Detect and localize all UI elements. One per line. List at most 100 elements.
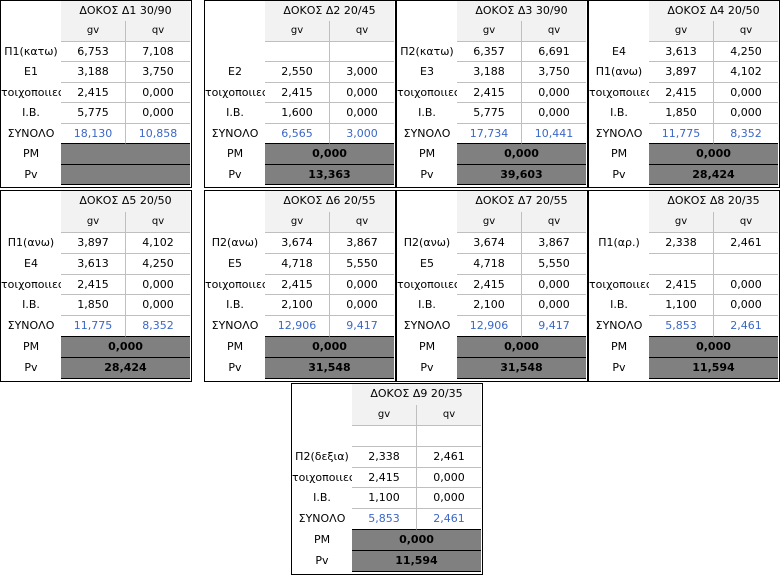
qv-value[interactable]: 0,000 [126,103,190,124]
qv-value[interactable] [330,42,394,63]
pv-value[interactable]: 28,424 [61,358,190,379]
qv-column-header[interactable]: qv [714,211,778,233]
qv-value[interactable]: 3,750 [126,62,190,83]
sum-qv-value[interactable]: 2,461 [417,509,481,531]
load-label[interactable]: Ι.Β. [205,103,265,124]
load-label[interactable]: E4 [589,41,649,63]
qv-value[interactable]: 0,000 [330,275,394,296]
pv-value[interactable]: 13,363 [265,164,394,185]
gv-value[interactable]: 4,718 [457,253,522,275]
pm-label[interactable]: PM [1,144,61,165]
qv-column-header[interactable]: qv [330,21,394,42]
load-label[interactable] [205,41,265,63]
pm-value[interactable]: 0,000 [61,337,190,359]
pm-value[interactable]: 0,000 [265,337,394,359]
label-cell[interactable] [397,211,457,233]
pv-value[interactable] [61,164,190,185]
qv-value[interactable] [714,254,778,275]
beam-title[interactable]: ΔΟΚΟΣ Δ5 20/50 [61,191,190,212]
label-cell[interactable] [589,211,649,233]
pv-value[interactable]: 31,548 [265,358,394,379]
gv-value[interactable] [265,41,330,63]
sum-qv-value[interactable]: 8,352 [714,124,778,145]
sum-gv-value[interactable]: 5,853 [649,316,714,338]
gv-value[interactable]: 2,100 [457,295,522,317]
beam-title[interactable]: ΔΟΚΟΣ Δ8 20/35 [649,191,778,212]
label-cell[interactable] [1,211,61,233]
label-cell[interactable] [1,21,61,42]
sum-gv-value[interactable]: 5,853 [352,509,417,531]
beam-title[interactable]: ΔΟΚΟΣ Δ7 20/55 [457,191,586,212]
gv-value[interactable]: 1,100 [649,295,714,317]
sum-label[interactable]: ΣΥΝΟΛΟ [1,316,61,338]
qv-value[interactable]: 5,550 [522,254,586,275]
qv-value[interactable]: 4,102 [714,62,778,83]
gv-value[interactable] [352,425,417,447]
label-cell[interactable] [397,21,457,42]
beam-title[interactable]: ΔΟΚΟΣ Δ9 20/35 [352,384,481,405]
sum-qv-value[interactable]: 3,000 [330,124,394,145]
load-label[interactable]: Π2(δεξια) [292,446,352,468]
qv-value[interactable]: 3,750 [522,62,586,83]
pv-value[interactable]: 39,603 [457,164,586,185]
gv-value[interactable]: 3,188 [457,62,522,83]
gv-value[interactable]: 5,775 [61,103,126,124]
label-cell[interactable] [205,21,265,42]
sum-qv-value[interactable]: 10,441 [522,124,586,145]
gv-value[interactable]: 1,850 [649,103,714,124]
qv-value[interactable]: 6,691 [522,42,586,63]
qv-value[interactable]: 7,108 [126,42,190,63]
load-label[interactable]: E1 [1,62,61,83]
pv-value[interactable]: 31,548 [457,358,586,379]
qv-value[interactable]: 0,000 [417,488,481,510]
load-label[interactable]: τοιχοποιιες [205,82,265,104]
gv-value[interactable]: 2,415 [61,274,126,296]
gv-value[interactable]: 2,415 [265,274,330,296]
pm-value[interactable] [61,144,190,165]
sum-qv-value[interactable]: 9,417 [522,316,586,338]
gv-value[interactable]: 2,415 [265,82,330,104]
sum-label[interactable]: ΣΥΝΟΛΟ [589,316,649,338]
label-cell[interactable] [589,191,649,212]
sum-qv-value[interactable]: 9,417 [330,316,394,338]
pv-label[interactable]: Pv [292,551,352,572]
load-label[interactable]: τοιχοποιιες [292,467,352,489]
qv-value[interactable]: 0,000 [522,275,586,296]
qv-value[interactable]: 5,550 [330,254,394,275]
qv-value[interactable]: 4,250 [126,254,190,275]
load-label[interactable]: Π1(κατω) [1,41,61,63]
gv-value[interactable]: 3,897 [649,62,714,83]
qv-value[interactable]: 4,250 [714,42,778,63]
gv-value[interactable]: 6,357 [457,41,522,63]
pv-value[interactable]: 11,594 [352,551,481,572]
gv-value[interactable]: 2,415 [649,82,714,104]
label-cell[interactable] [205,211,265,233]
pm-value[interactable]: 0,000 [457,144,586,165]
gv-value[interactable]: 2,338 [352,446,417,468]
pm-label[interactable]: PM [589,337,649,359]
gv-value[interactable]: 3,613 [649,41,714,63]
qv-value[interactable]: 0,000 [522,83,586,104]
gv-value[interactable]: 3,188 [61,62,126,83]
load-label[interactable]: τοιχοποιιες [1,274,61,296]
gv-value[interactable] [649,253,714,275]
qv-column-header[interactable]: qv [126,21,190,42]
sum-gv-value[interactable]: 12,906 [265,316,330,338]
gv-column-header[interactable]: gv [265,211,330,233]
sum-qv-value[interactable]: 2,461 [714,316,778,338]
load-label[interactable]: Ι.Β. [205,295,265,317]
qv-value[interactable]: 2,461 [417,447,481,468]
label-cell[interactable] [205,191,265,212]
gv-column-header[interactable]: gv [352,404,417,426]
sum-label[interactable]: ΣΥΝΟΛΟ [397,316,457,338]
qv-column-header[interactable]: qv [714,21,778,42]
load-label[interactable]: Π2(κατω) [397,41,457,63]
qv-column-header[interactable]: qv [522,211,586,233]
pm-value[interactable]: 0,000 [352,530,481,552]
pm-value[interactable]: 0,000 [649,337,778,359]
qv-value[interactable]: 0,000 [522,295,586,317]
gv-column-header[interactable]: gv [457,21,522,42]
gv-value[interactable]: 1,100 [352,488,417,510]
load-label[interactable]: Ι.Β. [397,295,457,317]
sum-gv-value[interactable]: 18,130 [61,123,126,145]
